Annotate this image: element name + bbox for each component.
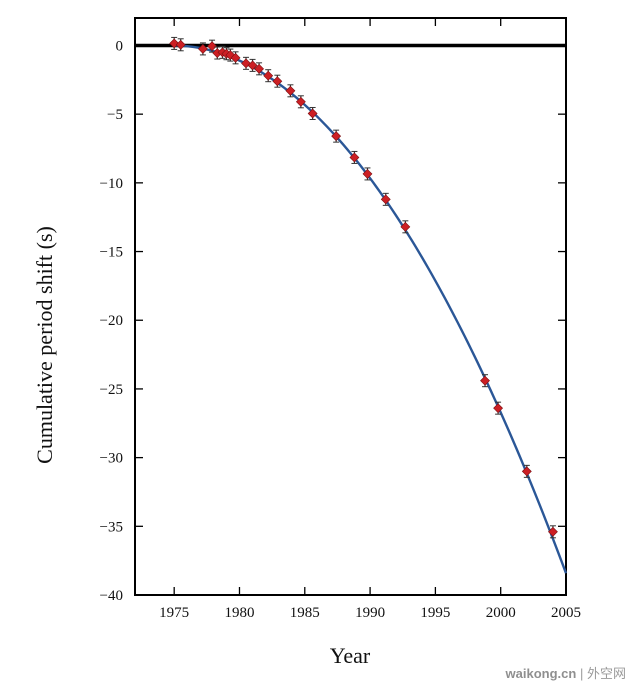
data-point: [247, 58, 258, 72]
data-point: [349, 150, 360, 164]
point-marker: [272, 76, 283, 87]
data-point: [241, 56, 251, 70]
point-marker: [230, 52, 241, 63]
point-marker: [175, 39, 186, 50]
y-tick-label: −30: [100, 451, 123, 467]
data-point: [217, 45, 228, 59]
data-point: [548, 525, 558, 539]
data-point: [169, 36, 180, 50]
data-point: [400, 220, 411, 234]
data-point: [380, 192, 391, 206]
data-point: [285, 84, 296, 98]
point-marker: [307, 108, 318, 119]
data-point: [207, 39, 217, 53]
data-point: [331, 129, 342, 143]
data-point: [307, 106, 318, 120]
point-marker: [197, 43, 208, 54]
y-tick-label: −20: [100, 313, 123, 329]
data-point: [175, 38, 186, 52]
plot-frame: [134, 17, 567, 596]
point-marker: [548, 526, 558, 537]
y-tick-label: −40: [100, 588, 123, 604]
y-tick-label: 0: [116, 38, 124, 54]
axis-ticks: 1975 1980 1985 1990 1995 2000 2005 0 −5 −10 −15 −20…: [100, 18, 581, 621]
x-axis-title: Year: [330, 643, 371, 668]
plot-area: [134, 17, 568, 596]
point-marker: [331, 131, 342, 142]
data-point: [263, 69, 274, 83]
point-marker: [263, 70, 274, 81]
fit-curve: [172, 44, 568, 574]
x-tick-label: 2000: [486, 605, 516, 621]
point-marker: [521, 466, 532, 477]
y-tick-label: −25: [100, 382, 123, 398]
watermark: waikong.cn | 外空网: [506, 663, 626, 682]
x-tick-label: 1995: [420, 605, 450, 621]
data-point: [254, 62, 265, 76]
point-marker: [247, 60, 258, 71]
point-marker: [349, 152, 360, 163]
point-marker: [480, 375, 490, 386]
watermark-brand: waikong.cn: [505, 666, 577, 681]
data-point: [480, 374, 490, 388]
data-point: [272, 74, 283, 88]
data-point: [362, 167, 373, 181]
point-marker: [207, 41, 217, 52]
watermark-separator: |: [579, 666, 584, 681]
point-marker: [285, 85, 296, 96]
point-marker: [254, 63, 265, 74]
point-marker: [295, 96, 306, 107]
point-marker: [380, 194, 391, 205]
y-axis-title: Cumulative period shift (s): [32, 226, 57, 464]
y-tick-label: −15: [100, 245, 123, 261]
y-tick-label: −35: [100, 519, 123, 535]
data-point: [295, 95, 306, 109]
x-tick-label: 1985: [290, 605, 320, 621]
point-marker: [362, 169, 373, 179]
data-point: [197, 42, 208, 56]
data-point: [493, 401, 504, 415]
point-marker: [169, 38, 180, 49]
y-tick-label: −10: [100, 176, 123, 192]
point-marker: [493, 403, 504, 414]
x-tick-label: 1990: [355, 605, 385, 621]
x-tick-label: 1980: [224, 605, 254, 621]
watermark-site: 外空网: [586, 666, 626, 681]
point-marker: [400, 221, 411, 232]
x-tick-label: 1975: [159, 605, 189, 621]
y-tick-label: −5: [107, 107, 123, 123]
data-point: [230, 51, 241, 65]
data-point: [521, 464, 532, 478]
x-tick-label: 2005: [551, 605, 581, 621]
